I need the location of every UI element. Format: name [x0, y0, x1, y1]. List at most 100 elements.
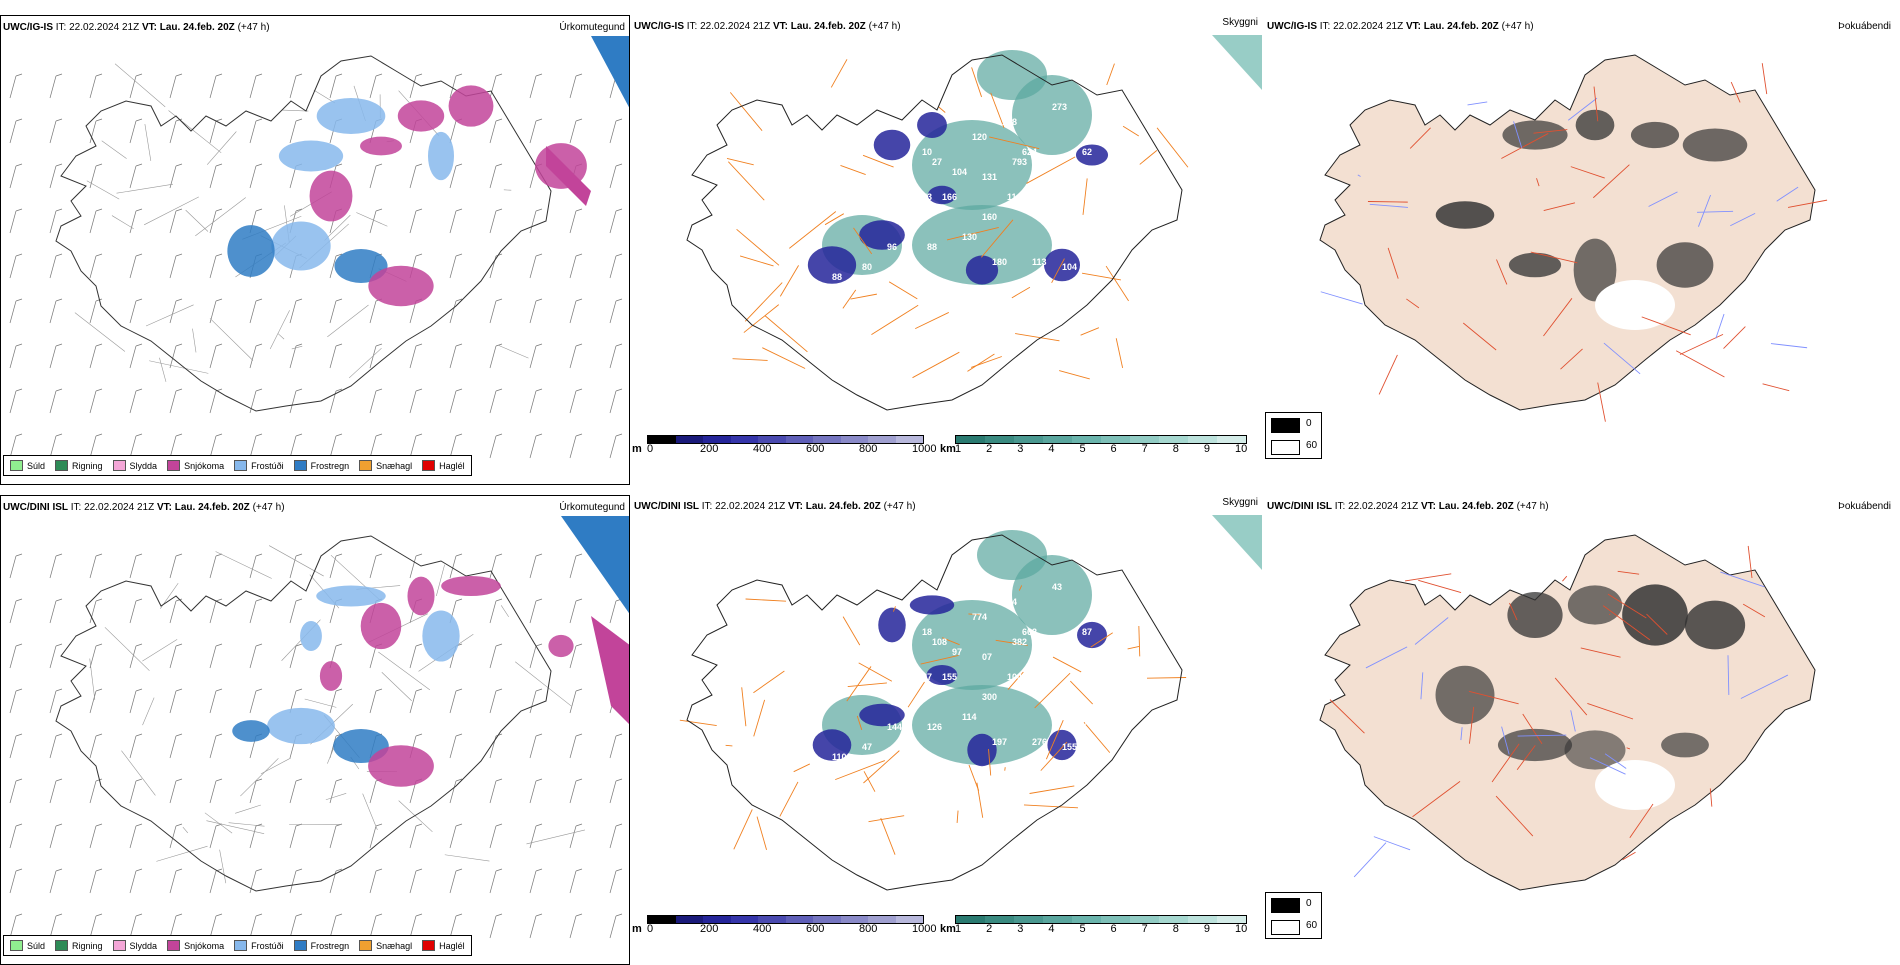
colorbar-segment	[1101, 916, 1130, 923]
visibility-value-label: 184	[1002, 597, 1017, 607]
fog-legend-swatch	[1271, 418, 1300, 433]
legend-item: Frostregn	[294, 940, 350, 951]
colorbar-tick: 1	[955, 443, 961, 455]
colorbar-tick: 800	[859, 443, 877, 455]
visibility-value-label: 153	[922, 687, 937, 697]
visibility-value-label: 624	[1022, 147, 1037, 157]
colorbar-tick: 0	[647, 923, 653, 935]
legend-swatch	[10, 460, 23, 471]
legend-label: Slydda	[130, 941, 158, 951]
legend-item: Rigning	[55, 460, 103, 471]
visibility-value-label: 662	[1022, 627, 1037, 637]
colorbar-segment	[1188, 916, 1217, 923]
colorbar-strip	[647, 435, 924, 444]
colorbar-tick: 2	[986, 443, 992, 455]
visibility-value-label: 144	[887, 722, 902, 732]
legend-swatch	[422, 460, 435, 471]
visibility-panel-dini: UWC/DINI ISL IT: 22.02.2024 21Z VT: Lau.…	[632, 495, 1262, 965]
legend-item: Slydda	[113, 460, 158, 471]
fog-legend-label: 0	[1306, 418, 1312, 429]
fog-indicator-legend: 0 60	[1265, 412, 1322, 459]
colorbar-segment	[786, 916, 814, 923]
iceland-fog-map	[1265, 15, 1895, 485]
legend-swatch	[167, 460, 180, 471]
colorbar-segment	[956, 436, 985, 443]
fog-legend-swatch	[1271, 920, 1300, 935]
visibility-value-label: 43	[1052, 582, 1062, 592]
legend-swatch	[113, 460, 126, 471]
colorbar-segment	[1014, 436, 1043, 443]
visibility-value-label: 80	[862, 262, 872, 272]
visibility-value-label: 104	[952, 167, 967, 177]
fog-legend-swatch	[1271, 440, 1300, 455]
colorbar-tick: 400	[753, 923, 771, 935]
visibility-value-label: 113	[1032, 257, 1047, 267]
colorbar-segment	[648, 436, 676, 443]
legend-item: Frostregn	[294, 460, 350, 471]
visibility-value-label: 120	[972, 132, 987, 142]
visibility-value-label: 128	[962, 97, 977, 107]
visibility-value-label: 27	[932, 157, 942, 167]
colorbar-segment	[676, 916, 704, 923]
visibility-value-label: 173	[917, 192, 932, 202]
colorbar-segment	[648, 916, 676, 923]
visibility-value-label: 62	[1082, 147, 1092, 157]
visibility-value-label: 273	[1052, 102, 1067, 112]
precip-type-panel-igis: UWC/IG-IS IT: 22.02.2024 21Z VT: Lau. 24…	[0, 15, 630, 485]
legend-label: Haglél	[439, 461, 465, 471]
legend-swatch	[294, 460, 307, 471]
visibility-value-label: 12	[902, 657, 912, 667]
colorbar-tick: 400	[753, 443, 771, 455]
visibility-value-label: 157	[1077, 717, 1092, 727]
visibility-value-label: 158	[1002, 117, 1017, 127]
legend-swatch	[55, 460, 68, 471]
visibility-value-label: 207	[917, 672, 932, 682]
visibility-value-label: 180	[992, 257, 1007, 267]
colorbar-segment	[985, 916, 1014, 923]
colorbar-unit: km	[940, 923, 956, 935]
visibility-panel-igis: UWC/IG-IS IT: 22.02.2024 21Z VT: Lau. 24…	[632, 15, 1262, 485]
legend-label: Frostregn	[311, 941, 350, 951]
colorbar-tick: 200	[700, 923, 718, 935]
colorbar-segment	[1217, 436, 1246, 443]
precip-areas	[227, 36, 630, 306]
visibility-value-label: 110	[832, 752, 847, 762]
colorbar-segment	[1072, 916, 1101, 923]
colorbar-segment	[1159, 916, 1188, 923]
fog-legend-label: 60	[1306, 440, 1317, 451]
legend-label: Slydda	[130, 461, 158, 471]
colorbar-tick: 1000	[912, 443, 936, 455]
legend-label: Súld	[27, 941, 45, 951]
colorbar-tick: 8	[1173, 443, 1179, 455]
legend-item: Snæhagl	[359, 940, 412, 951]
iceland-precip-map	[1, 16, 630, 485]
visibility-value-label: 104	[1062, 262, 1077, 272]
visibility-value-label: 160	[982, 212, 997, 222]
visibility-value-label: 197	[992, 737, 1007, 747]
colorbar-tick: 3	[1017, 443, 1023, 455]
visibility-value-label: 87	[1082, 627, 1092, 637]
fog-indicator-panel-dini: UWC/DINI ISL IT: 22.02.2024 21Z VT: Lau.…	[1265, 495, 1895, 965]
legend-swatch	[10, 940, 23, 951]
colorbar-tick: 7	[1142, 923, 1148, 935]
visibility-value-label: 97	[952, 647, 962, 657]
colorbar-segment	[1043, 436, 1072, 443]
legend-label: Frostúði	[251, 461, 284, 471]
legend-label: Snjókoma	[184, 461, 224, 471]
colorbar-segment	[1014, 916, 1043, 923]
legend-item: Snjókoma	[167, 460, 224, 471]
legend-swatch	[359, 460, 372, 471]
colorbar-tick: 600	[806, 923, 824, 935]
legend-item: Rigning	[55, 940, 103, 951]
colorbar-tick: 5	[1079, 923, 1085, 935]
colorbar-segment	[813, 916, 841, 923]
colorbar-tick: 200	[700, 443, 718, 455]
land-area	[1320, 55, 1815, 410]
colorbar-segment	[868, 916, 896, 923]
colorbar-segment	[896, 916, 924, 923]
colorbar-unit: m	[632, 923, 642, 935]
legend-label: Snæhagl	[376, 941, 412, 951]
visibility-value-label: 61	[962, 577, 972, 587]
